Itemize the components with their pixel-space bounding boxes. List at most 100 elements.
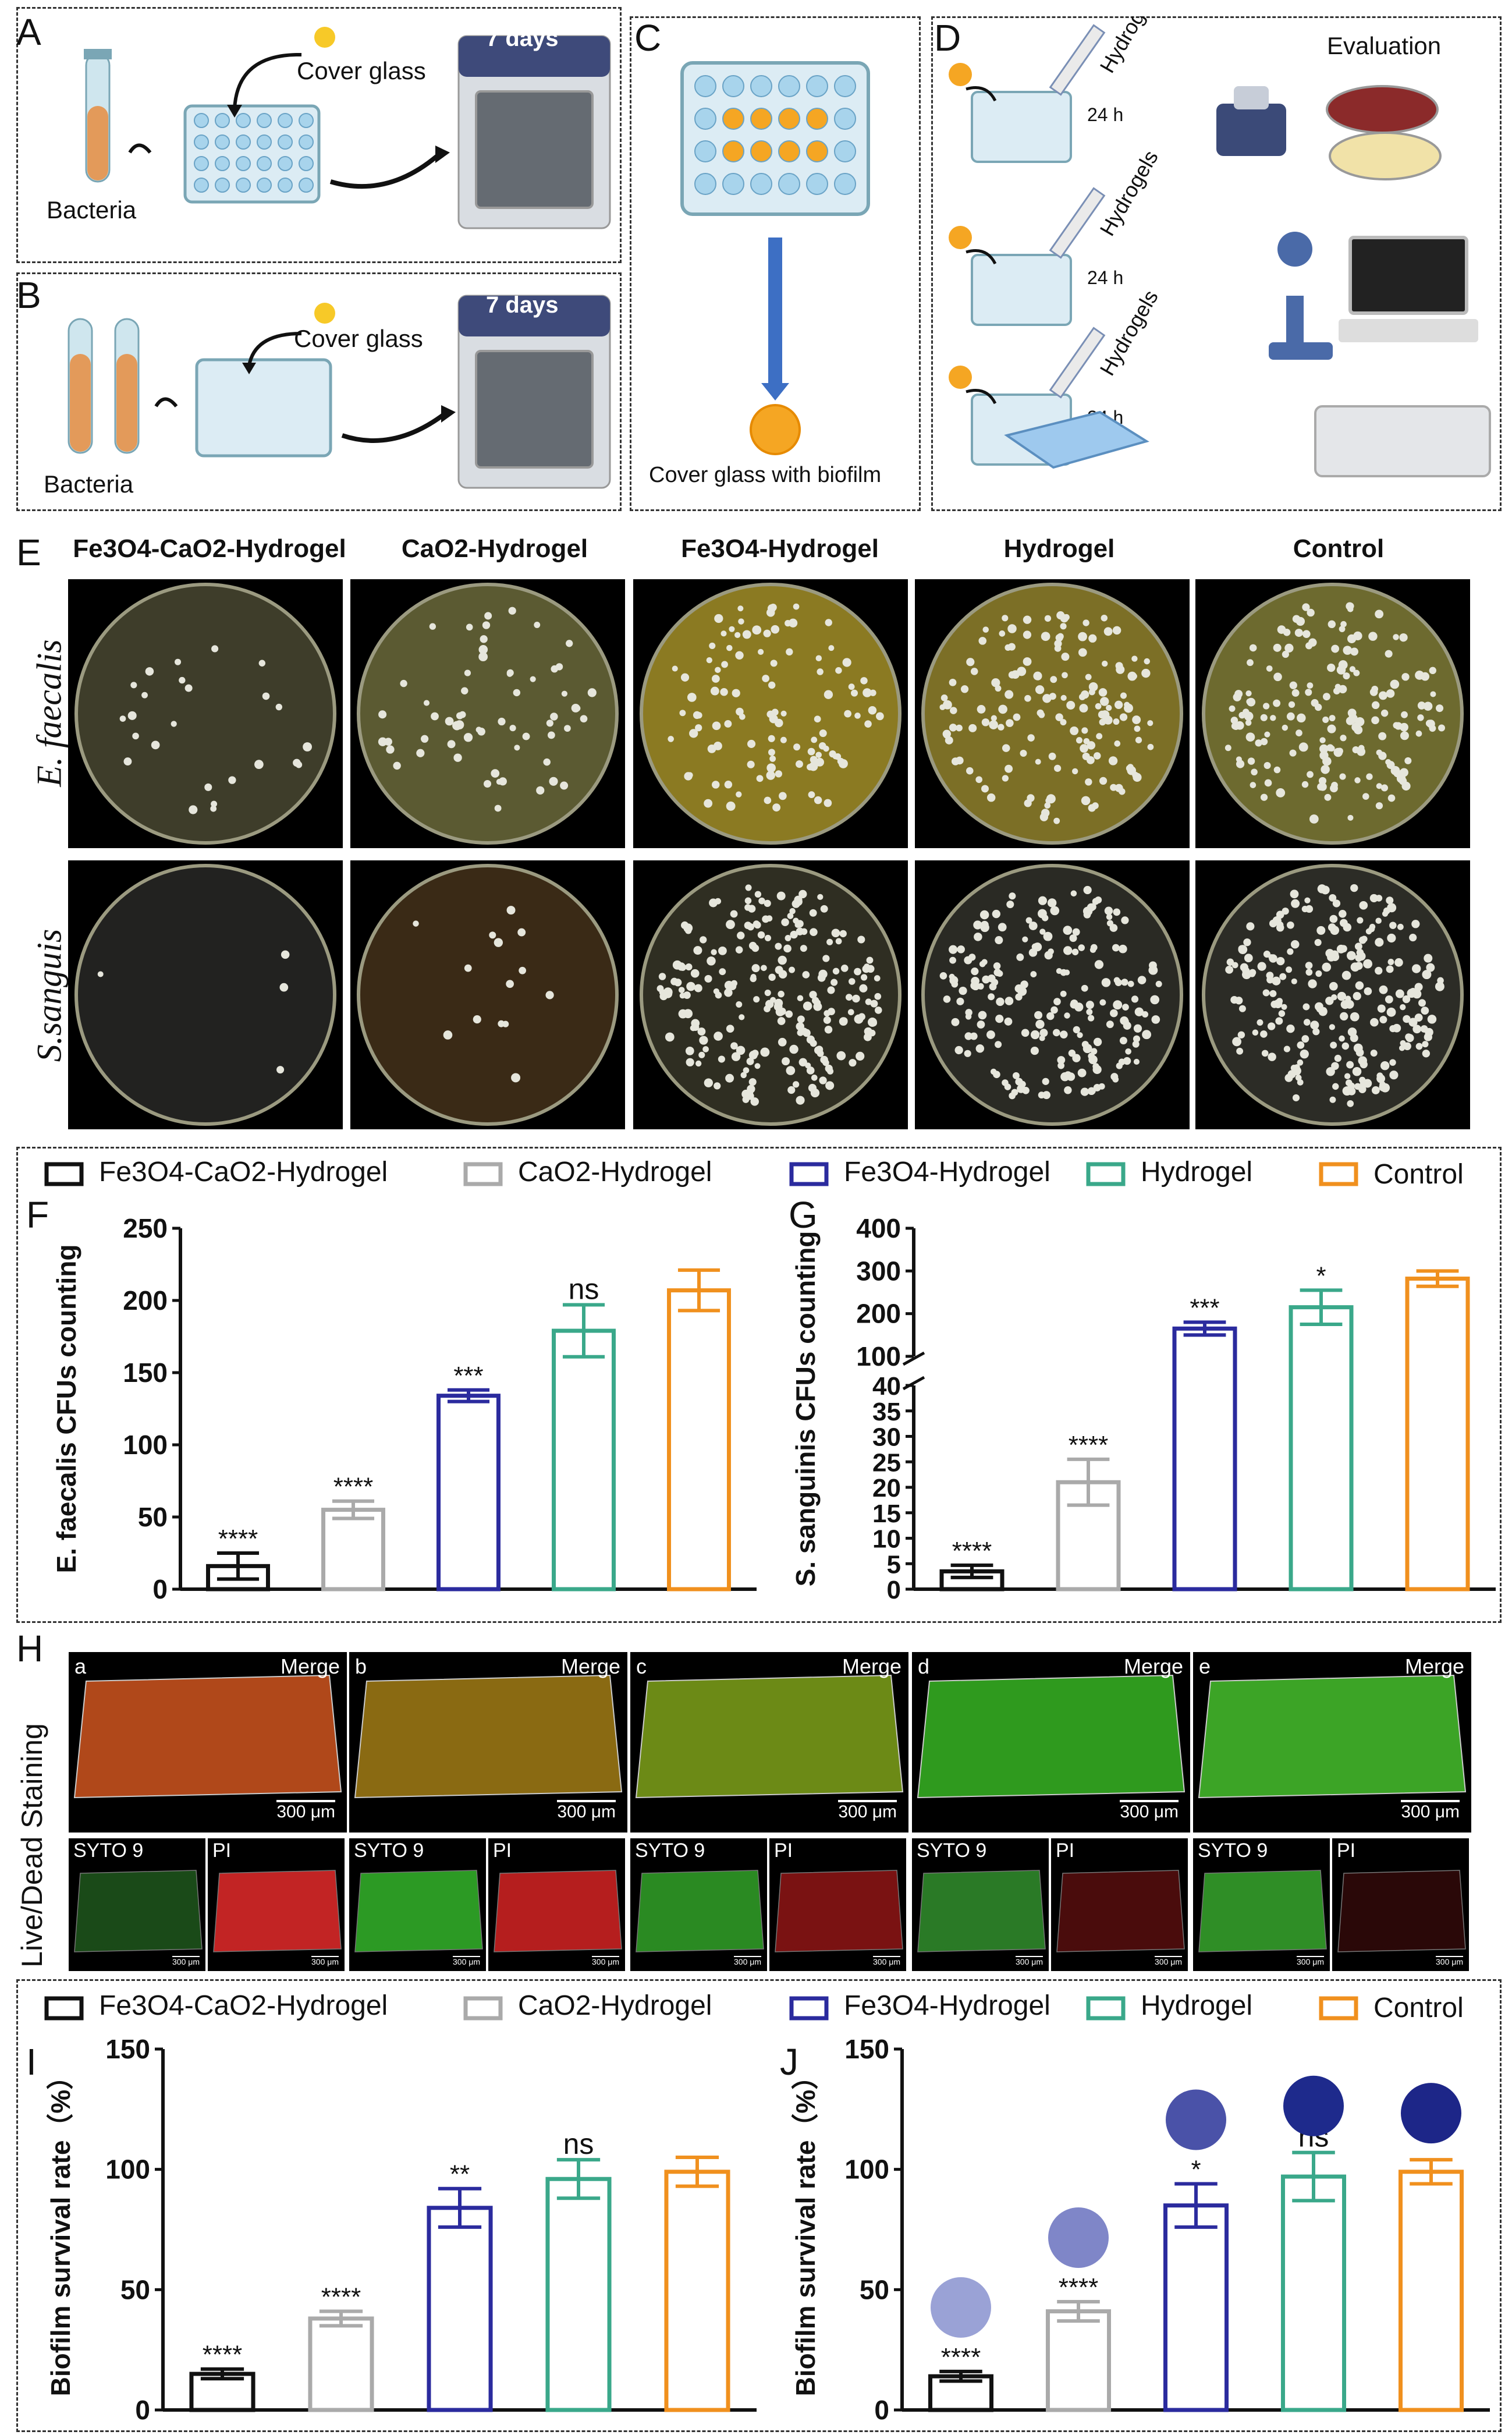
legend-swatch — [463, 1162, 503, 1186]
significance-label: **** — [321, 2283, 361, 2312]
bar — [1045, 2309, 1112, 2412]
significance-label: **** — [1069, 1431, 1109, 1459]
merge-label: Merge — [560, 1654, 620, 1678]
legend-swatches — [44, 1162, 1358, 1186]
test-tube-icon — [84, 49, 112, 183]
syto9-micrograph: SYTO 9 300 μm — [1193, 1838, 1330, 1971]
syto9-label: SYTO 9 — [354, 1839, 424, 1862]
scale-bar: 300 μm — [557, 1800, 616, 1822]
y-axis-label: Biofilm survival rate（%） — [45, 2063, 76, 2397]
y-axis-label: Biofilm survival rate（%） — [790, 2063, 821, 2397]
scale-bar: 300 μm — [276, 1800, 335, 1822]
y-tick-label: 150 — [105, 2037, 150, 2064]
scale-bar: 300 μm — [311, 1956, 339, 1966]
significance-label: ns — [569, 1273, 599, 1305]
legend-label: CaO2-Hydrogel — [518, 1157, 712, 1188]
panel-b-illustration — [68, 295, 611, 489]
legend-label: Control — [1373, 1159, 1464, 1190]
panel-e-label: E — [16, 531, 41, 573]
pi-label: PI — [212, 1839, 232, 1862]
panel-a-label: A — [16, 11, 41, 53]
biofilm-disc-image — [931, 2277, 991, 2338]
legend-swatch — [44, 1162, 84, 1186]
y-tick-label: 0 — [152, 1574, 168, 1604]
legend-swatch — [789, 1996, 829, 2021]
legend-swatch — [789, 1162, 829, 1186]
svg-text:Hydrogels: Hydrogels — [1095, 16, 1163, 77]
syto9-micrograph: SYTO 9 300 μm — [912, 1838, 1049, 1971]
subpanel-letter: b — [355, 1654, 367, 1678]
y-tick-label: 25 — [872, 1448, 901, 1477]
scale-bar: 300 μm — [1436, 1956, 1463, 1966]
y-tick-label: 100 — [105, 2154, 150, 2185]
cover-glass-biofilm-label: Cover glass with biofilm — [649, 463, 882, 487]
agar-plate-image — [350, 860, 625, 1129]
panel-h-label: H — [16, 1628, 44, 1670]
well-plate-icon — [680, 61, 870, 216]
merge-micrograph: d Merge 300 μm — [912, 1652, 1190, 1833]
y-tick-label: 200 — [856, 1299, 901, 1329]
well-plate-icon — [195, 358, 332, 458]
subpanel-letter: d — [918, 1654, 930, 1678]
pi-micrograph: PI 300 μm — [208, 1838, 345, 1971]
significance-label: ns — [563, 2128, 594, 2160]
y-tick-label: 30 — [872, 1423, 901, 1452]
bar — [427, 2206, 493, 2412]
column-header: Control — [1293, 534, 1385, 563]
bar — [1172, 1326, 1237, 1592]
y-tick-label: 100 — [844, 2154, 889, 2185]
legend-swatch — [463, 1996, 503, 2021]
evaluation-label: Evaluation — [1327, 32, 1442, 59]
subpanel-letter: a — [74, 1654, 87, 1678]
live-dead-label: Live/Dead Staining — [16, 1723, 48, 1968]
syto9-label: SYTO 9 — [635, 1839, 705, 1862]
significance-label: * — [1191, 2155, 1201, 2184]
legend-swatch — [1086, 1162, 1126, 1186]
significance-label: *** — [1190, 1293, 1219, 1322]
merge-label: Merge — [1123, 1654, 1183, 1678]
panel-a-illustration — [84, 27, 611, 229]
syto9-micrograph: SYTO 9 300 μm — [630, 1838, 767, 1971]
pi-micrograph: PI 300 μm — [488, 1838, 625, 1971]
panel-i-label: I — [26, 2041, 37, 2083]
cfu-charts-box — [16, 1147, 1502, 1623]
merge-micrograph: e Merge 300 μm — [1193, 1652, 1471, 1833]
computer-icon — [1339, 236, 1478, 342]
agar-plate-image — [68, 860, 343, 1129]
panel-a-box — [16, 7, 622, 263]
legend-label: Fe3O4-Hydrogel — [844, 1990, 1050, 2021]
y-tick-label: 50 — [860, 2274, 889, 2305]
bar — [545, 2177, 612, 2412]
merge-label: Merge — [1404, 1654, 1464, 1678]
y-tick-label: 250 — [123, 1213, 168, 1243]
y-tick-label: 0 — [887, 1576, 901, 1604]
syto9-micrograph: SYTO 9 300 μm — [349, 1838, 486, 1971]
bar — [321, 1508, 385, 1592]
scale-bar: 300 μm — [1016, 1956, 1043, 1966]
significance-label: **** — [1059, 2273, 1099, 2302]
vortex-icon — [1216, 86, 1286, 156]
y-tick-label: 20 — [872, 1474, 901, 1502]
panel-f-label: F — [26, 1194, 49, 1236]
bar — [436, 1394, 501, 1592]
petri-dish-icon — [1326, 85, 1442, 180]
bar — [1398, 2170, 1464, 2412]
incubator-icon — [457, 295, 611, 489]
chart-g: 1002003004000510152025303540************… — [790, 1213, 1496, 1604]
scale-bar: 300 μm — [172, 1956, 200, 1966]
scale-bar: 300 μm — [453, 1956, 480, 1966]
scale-bar: 300 μm — [1297, 1956, 1324, 1966]
svg-text:24 h: 24 h — [1087, 104, 1123, 125]
panel-c-box — [630, 16, 921, 511]
significance-label: **** — [333, 1473, 374, 1501]
merge-micrograph: c Merge 300 μm — [630, 1652, 908, 1833]
legend-label: Control — [1373, 1993, 1464, 2023]
bar — [1405, 1277, 1470, 1592]
biofilm-disc-image — [1401, 2083, 1461, 2144]
scale-bar: 300 μm — [1120, 1800, 1179, 1822]
column-header: Hydrogel — [1003, 534, 1115, 563]
legend-label: Fe3O4-Hydrogel — [844, 1157, 1050, 1188]
